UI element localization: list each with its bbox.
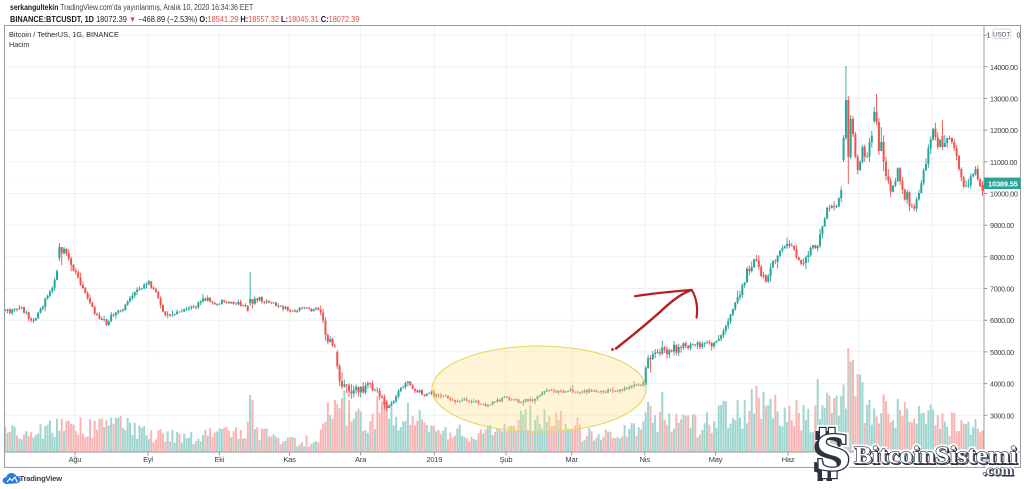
svg-text:Mar: Mar [565, 455, 578, 464]
svg-text:Nis: Nis [640, 455, 651, 464]
svg-text:7000.00: 7000.00 [990, 285, 1014, 294]
svg-text:TradingView: TradingView [20, 474, 63, 483]
svg-text:6000.00: 6000.00 [990, 316, 1014, 325]
svg-text:May: May [709, 455, 723, 464]
svg-text:Eki: Eki [214, 455, 224, 464]
svg-text:.com: .com [983, 463, 1014, 479]
svg-text:11000.00: 11000.00 [990, 158, 1017, 167]
svg-text:Hacim: Hacim [9, 40, 29, 49]
svg-text:2019: 2019 [426, 455, 442, 464]
svg-text:1: 1 [987, 31, 991, 40]
svg-text:9000.00: 9000.00 [990, 221, 1014, 230]
svg-text:13000.00: 13000.00 [990, 94, 1018, 103]
svg-text:Ağu: Ağu [69, 455, 82, 464]
svg-text:5000.00: 5000.00 [990, 348, 1014, 357]
svg-text:Haz: Haz [782, 455, 795, 464]
svg-text:10000.00: 10000.00 [990, 190, 1018, 199]
svg-text:BitcoinSistemi: BitcoinSistemi [855, 444, 1018, 470]
svg-text:USDT: USDT [993, 31, 1010, 38]
svg-text:Bitcoin / TetherUS, 1G, BINANC: Bitcoin / TetherUS, 1G, BINANCE [9, 30, 119, 39]
svg-text:12000.00: 12000.00 [990, 126, 1018, 135]
svg-text:Kas: Kas [283, 455, 296, 464]
svg-text:3000.00: 3000.00 [990, 411, 1014, 420]
svg-text:BitcoinSistemi: BitcoinSistemi [854, 443, 1017, 469]
svg-text:Eyl: Eyl [143, 455, 153, 464]
svg-text:BitcoinSistemi: BitcoinSistemi [854, 443, 1017, 469]
svg-text:Ara: Ara [355, 455, 367, 464]
svg-text:.com: .com [983, 463, 1014, 479]
svg-text:10389.55: 10389.55 [988, 179, 1018, 188]
svg-text:S: S [815, 422, 850, 482]
svg-text:4000.00: 4000.00 [990, 380, 1014, 389]
svg-text:.com: .com [984, 464, 1015, 480]
svg-text:Şub: Şub [500, 455, 513, 464]
svg-text:0: 0 [1017, 31, 1021, 40]
svg-text:8000.00: 8000.00 [990, 253, 1014, 262]
svg-text:14000.00: 14000.00 [990, 63, 1018, 72]
